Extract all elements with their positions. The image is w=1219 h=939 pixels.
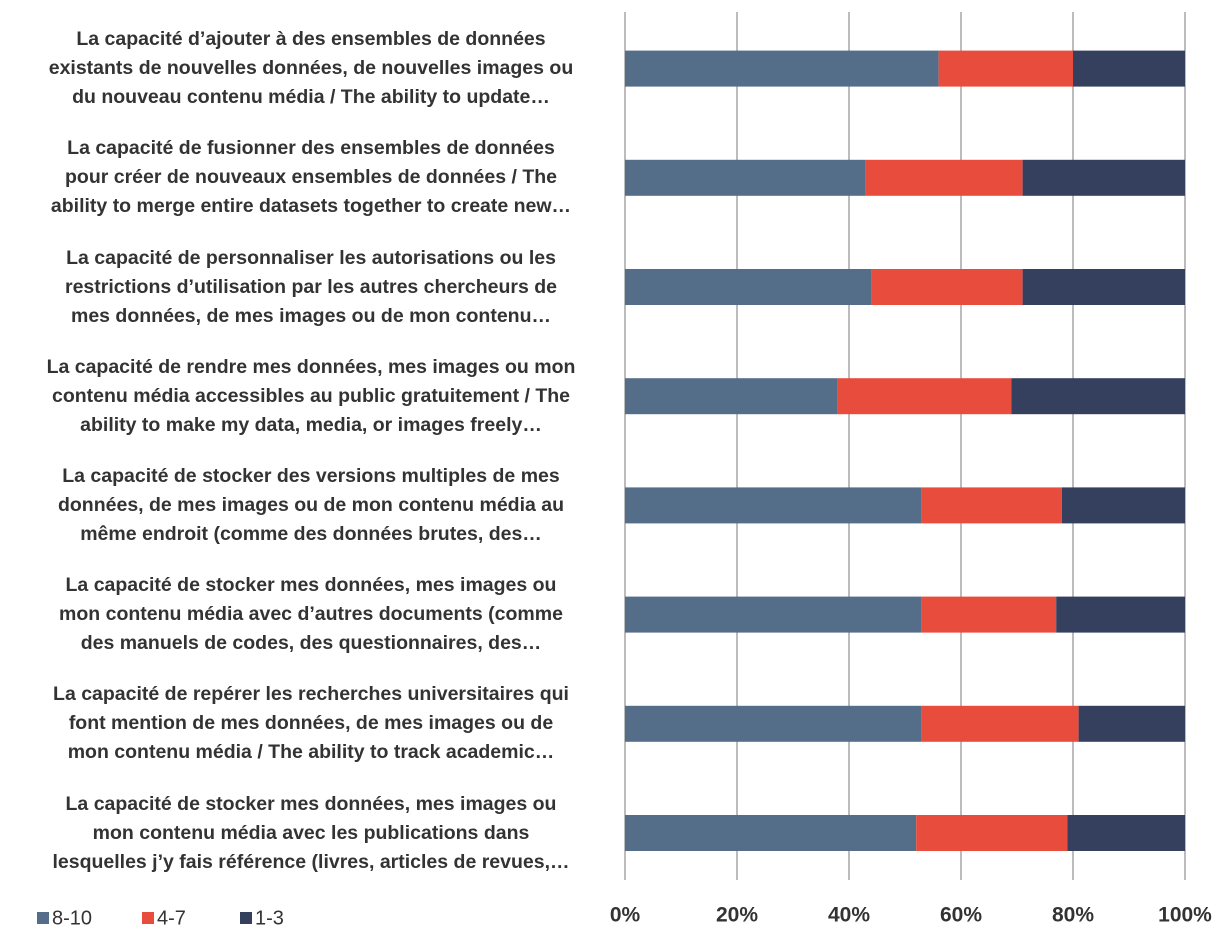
bar-segment	[921, 596, 1057, 633]
category-label: La capacité de fusionner des ensembles d…	[50, 137, 572, 218]
x-tick-label: 20%	[716, 904, 758, 927]
bar-segment	[625, 487, 922, 524]
x-tick-label: 0%	[610, 904, 641, 927]
bar-segment	[1073, 50, 1185, 87]
bar-segment	[921, 487, 1062, 524]
legend-swatch	[240, 912, 252, 924]
bar-segment	[625, 705, 922, 742]
bar-segment	[1011, 378, 1185, 415]
category-label: La capacité d’ajouter à des ensembles de…	[48, 28, 574, 109]
bar-segment	[921, 705, 1079, 742]
bar-segment	[837, 378, 1012, 415]
bar-segment	[1056, 596, 1185, 633]
x-tick-label: 40%	[828, 904, 870, 927]
bar-segment	[625, 815, 917, 851]
legend-label: 1-3	[255, 907, 284, 929]
legend-label: 8-10	[52, 907, 92, 929]
bar-segment	[625, 159, 866, 196]
bar-segment	[625, 378, 838, 415]
bar-segment	[625, 596, 922, 633]
bar-segment	[865, 159, 1023, 196]
bar-segment	[938, 50, 1073, 87]
x-tick-label: 60%	[940, 904, 982, 927]
x-tick-label: 100%	[1158, 904, 1212, 927]
bar-segment	[625, 269, 872, 305]
x-tick-label: 80%	[1052, 904, 1094, 927]
bar-segment	[916, 815, 1068, 851]
category-label: La capacité de repérer les recherches un…	[53, 683, 569, 764]
bar-segment	[1078, 705, 1185, 742]
legend-label: 4-7	[157, 907, 186, 929]
category-label: La capacité de personnaliser les autoris…	[65, 246, 557, 327]
category-label: La capacité de stocker mes données, mes …	[59, 574, 563, 655]
legend-swatch	[142, 912, 154, 924]
category-label: La capacité de rendre mes données, mes i…	[46, 355, 576, 436]
bar-segment	[625, 50, 939, 87]
bar-segment	[1067, 815, 1185, 851]
bar-segment	[871, 269, 1023, 305]
category-label: La capacité de stocker des versions mult…	[57, 464, 565, 545]
bar-segment	[1022, 269, 1185, 305]
bar-segment	[1061, 487, 1185, 524]
legend-swatch	[37, 912, 49, 924]
bar-segment	[1022, 159, 1185, 196]
category-label: La capacité de stocker mes données, mes …	[52, 792, 570, 873]
